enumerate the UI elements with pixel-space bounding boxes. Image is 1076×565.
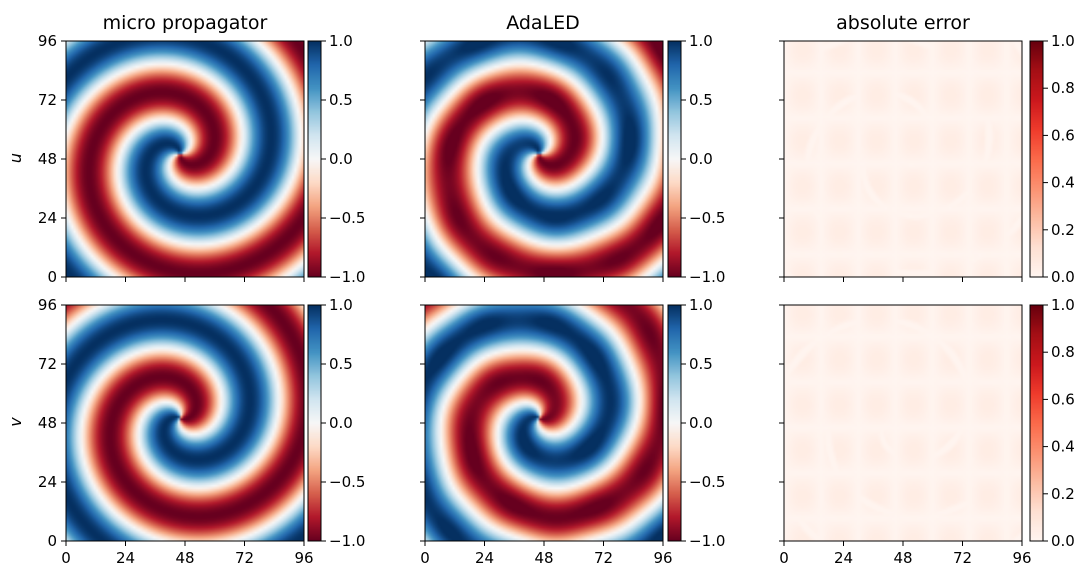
x-tick-label: 72 [953, 549, 972, 565]
axes-group: 0 24 48 72 96 0 24 48 72 96 0 24 48 72 96 0 24 48 72 96 0 24 4… [38, 32, 1032, 565]
colorbar-v-err [1030, 305, 1043, 541]
colorbar-tick-label: −0.5 [689, 209, 725, 227]
colorbar-tick-label: 0.0 [689, 414, 713, 432]
x-tick-label: 96 [294, 549, 313, 565]
panels-group [66, 41, 1022, 541]
y-tick-label: 72 [38, 355, 57, 373]
colorbar-tick-label: 0.6 [1051, 390, 1075, 408]
colorbars-group: 1.0 0.5 0.0 −0.5 −1.0 1.0 0.5 0.0 −0.5 −1.0 1.0 0.8… [307, 32, 1075, 550]
y-tick-label: 48 [38, 150, 57, 168]
colorbar-tick-label: 0.0 [329, 150, 353, 168]
colorbar-tick-label: −0.5 [329, 209, 365, 227]
x-tick-label: 72 [594, 549, 613, 565]
colorbar-tick-label: 0.2 [1051, 485, 1075, 503]
colorbar-tick-label: 0.5 [329, 355, 353, 373]
colorbar-tick-label: −1.0 [329, 268, 365, 286]
x-tick-label: 48 [175, 549, 194, 565]
x-tick-label: 24 [475, 549, 494, 565]
colorbar-tick-label: 1.0 [329, 296, 353, 314]
column-title-absolute-error: absolute error [836, 12, 970, 34]
column-title-micro-propagator: micro propagator [103, 12, 268, 34]
colorbar-tick-label: 1.0 [1051, 296, 1075, 314]
y-tick-label: 96 [38, 32, 57, 50]
colorbar-tick-label: 0.0 [329, 414, 353, 432]
y-tick-label: 24 [38, 473, 57, 491]
colorbar-tick-label: 0.0 [689, 150, 713, 168]
x-tick-label: 72 [235, 549, 254, 565]
heatmap-v-ada [425, 305, 663, 541]
colorbar-tick-label: 1.0 [329, 32, 353, 50]
colorbar-tick-label: 0.4 [1051, 438, 1075, 456]
x-tick-label: 0 [61, 549, 71, 565]
colorbar-u-micro [308, 41, 321, 277]
colorbar-tick-label: 1.0 [1051, 32, 1075, 50]
x-tick-label: 0 [420, 549, 430, 565]
y-tick-label: 72 [38, 91, 57, 109]
colorbar-tick-label: 0.8 [1051, 343, 1075, 361]
colorbar-u-ada [668, 41, 681, 277]
colorbar-v-ada [668, 305, 681, 541]
colorbar-frame [1029, 304, 1044, 542]
heatmap-v-micro [66, 305, 304, 541]
colorbar-tick-label: 0.5 [689, 355, 713, 373]
heatmap-u-err [784, 41, 1022, 277]
colorbar-tick-label: 0.4 [1051, 174, 1075, 192]
column-title-adaled: AdaLED [506, 12, 580, 34]
colorbar-tick-label: 0.0 [1051, 268, 1075, 286]
y-tick-label: 96 [38, 296, 57, 314]
colorbar-tick-label: 0.8 [1051, 79, 1075, 97]
x-tick-label: 48 [534, 549, 553, 565]
colorbar-tick-label: −0.5 [329, 473, 365, 491]
colorbar-tick-label: −0.5 [689, 473, 725, 491]
y-tick-label: 24 [38, 209, 57, 227]
colorbar-frame [1029, 40, 1044, 278]
colorbar-tick-label: 1.0 [689, 296, 713, 314]
colorbar-tick-label: 1.0 [689, 32, 713, 50]
colorbar-tick-label: 0.6 [1051, 126, 1075, 144]
x-tick-label: 96 [653, 549, 672, 565]
colorbar-tick-label: 0.0 [1051, 532, 1075, 550]
colorbar-tick-label: −1.0 [689, 532, 725, 550]
y-tick-label: 0 [47, 532, 57, 550]
colorbar-tick-label: 0.2 [1051, 221, 1075, 239]
x-tick-label: 0 [779, 549, 789, 565]
heatmap-u-micro [66, 41, 304, 277]
colorbar-tick-label: 0.5 [689, 91, 713, 109]
x-tick-label: 96 [1012, 549, 1031, 565]
x-tick-label: 48 [893, 549, 912, 565]
x-tick-label: 24 [834, 549, 853, 565]
y-tick-label: 0 [47, 268, 57, 286]
colorbar-u-err [1030, 41, 1043, 277]
heatmap-v-err [784, 305, 1022, 541]
colorbar-v-micro [308, 305, 321, 541]
colorbar-tick-label: −1.0 [329, 532, 365, 550]
y-tick-label: 48 [38, 414, 57, 432]
row-label-u: u [6, 153, 25, 163]
colorbar-tick-label: −1.0 [689, 268, 725, 286]
heatmap-u-ada [425, 41, 663, 277]
colorbar-tick-label: 0.5 [329, 91, 353, 109]
x-tick-label: 24 [116, 549, 135, 565]
row-label-v: v [6, 417, 25, 427]
